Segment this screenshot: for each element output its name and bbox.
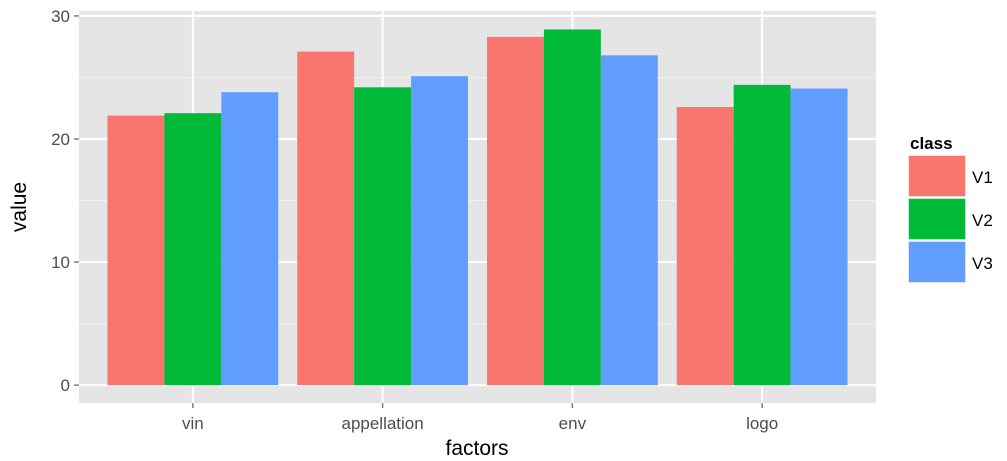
x-axis: vin appellation env logo — [182, 403, 778, 433]
bar-vin-V3 — [221, 92, 279, 386]
bar-env-V3 — [600, 55, 658, 386]
y-tick-label: 10 — [51, 253, 70, 272]
legend-label-V3: V3 — [972, 254, 993, 273]
x-tick-label: logo — [746, 414, 778, 433]
bar-appellation-V2 — [354, 87, 412, 386]
legend-label-V2: V2 — [972, 211, 993, 230]
legend-title: class — [910, 134, 953, 153]
legend-key-V2 — [907, 197, 967, 241]
y-tick-label: 0 — [61, 376, 70, 395]
x-tick-label: env — [559, 414, 587, 433]
bar-appellation-V3 — [411, 76, 469, 386]
legend: class V1 V2 V3 — [907, 134, 993, 284]
bar-appellation-V1 — [297, 51, 355, 386]
legend-key-V1 — [907, 154, 967, 198]
y-axis: 0 10 20 30 — [51, 7, 79, 395]
bars — [107, 29, 848, 386]
y-tick-label: 30 — [51, 7, 70, 26]
legend-label-V1: V1 — [972, 168, 993, 187]
bar-logo-V1 — [676, 107, 734, 386]
bar-logo-V3 — [790, 88, 848, 386]
bar-env-V2 — [543, 29, 601, 386]
bar-vin-V2 — [164, 113, 222, 386]
x-tick-label: appellation — [341, 414, 423, 433]
bar-env-V1 — [486, 36, 544, 386]
x-tick-label: vin — [182, 414, 204, 433]
y-axis-title: value — [8, 182, 31, 232]
x-axis-title: factors — [445, 437, 508, 460]
bar-vin-V1 — [107, 115, 165, 386]
legend-key-V3 — [907, 240, 967, 284]
bar-logo-V2 — [733, 84, 791, 386]
y-tick-label: 20 — [51, 130, 70, 149]
